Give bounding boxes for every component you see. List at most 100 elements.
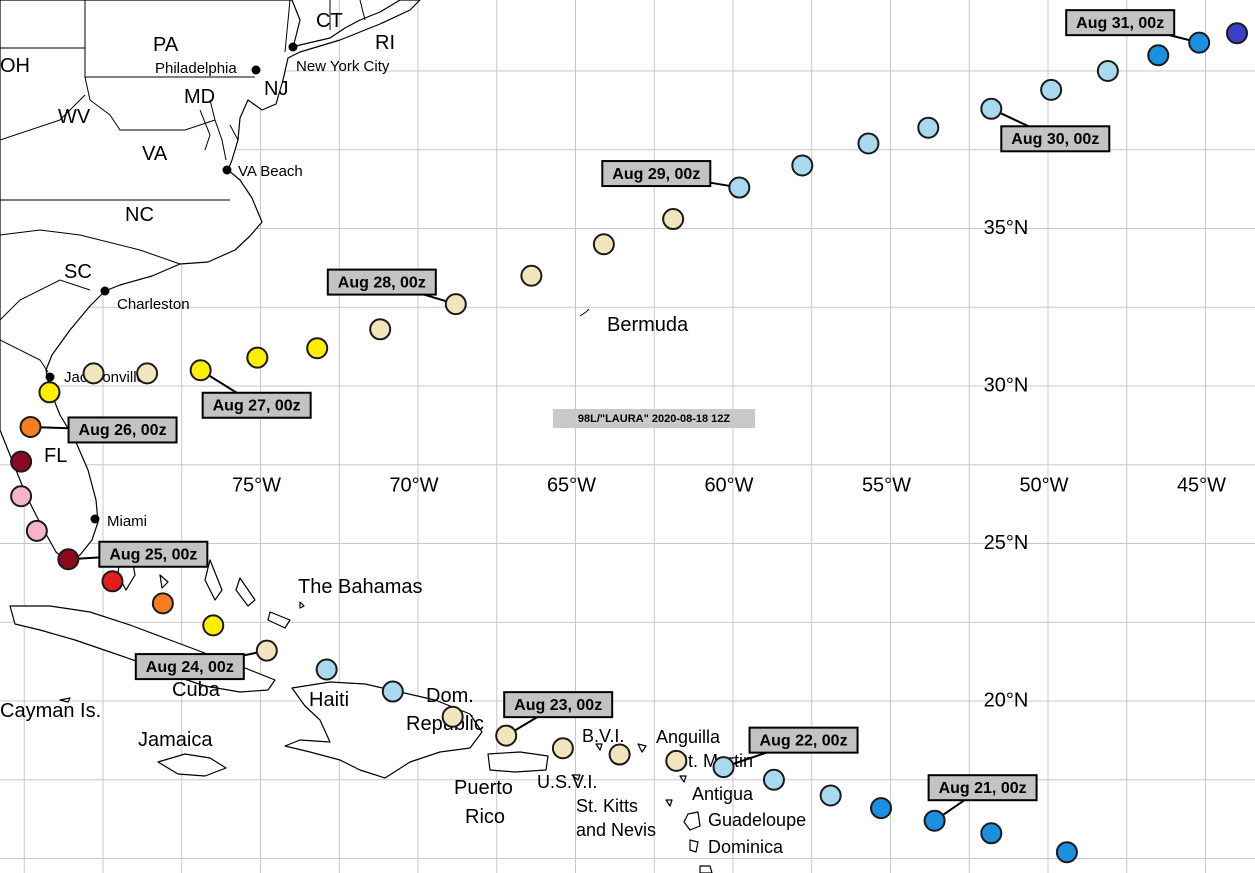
date-label: Aug 31, 00z: [1076, 15, 1164, 32]
track-point: [762, 768, 785, 791]
track-point: [82, 362, 105, 385]
track-point: [923, 809, 946, 832]
track-point: [441, 705, 464, 728]
place-label: Puerto: [454, 777, 513, 799]
lesser-antilles: [571, 743, 713, 873]
date-box: [1065, 9, 1176, 37]
track-point: [1188, 31, 1211, 54]
place-label: CT: [316, 10, 343, 32]
date-box: [326, 268, 437, 296]
place-label: B.V.I.: [582, 726, 624, 746]
city-dot: [45, 372, 55, 382]
date-label: Aug 30, 00z: [1011, 131, 1099, 148]
subtitle-group: 98L/"LAURA" 2020-08-18 12Z: [553, 409, 755, 428]
track-point: [315, 658, 338, 681]
storm-track: [10, 22, 1248, 864]
date-label: Aug 21, 00z: [939, 780, 1027, 797]
track-point: [551, 737, 574, 760]
date-label: Aug 26, 00z: [79, 422, 167, 439]
city-dots: [45, 42, 298, 524]
date-label: Aug 27, 00z: [213, 397, 301, 414]
lat-tick-label: 30°N: [984, 374, 1029, 396]
track-point: [306, 337, 329, 360]
date-box: [748, 726, 859, 754]
lon-tick-label: 55°W: [862, 474, 911, 496]
place-label: Anguilla: [656, 727, 721, 747]
track-point: [819, 784, 842, 807]
lat-tick-label: 35°N: [984, 217, 1029, 239]
place-label: PA: [153, 34, 179, 56]
track-point: [1040, 78, 1063, 101]
city-label: Jacksonville: [64, 369, 145, 386]
city-dot: [100, 286, 110, 296]
track-point: [1147, 44, 1170, 67]
subtitle: 98L/"LAURA" 2020-08-18 12Z: [578, 413, 731, 425]
city-dot: [90, 514, 100, 524]
date-labels: Aug 31, 00z Aug 30, 00z Aug 29, 00z Aug 28,…: [67, 9, 1176, 802]
lon-tick-label: 65°W: [547, 474, 596, 496]
landmasses: [0, 0, 713, 873]
place-label: The Bahamas: [298, 576, 423, 598]
track-point: [728, 176, 751, 199]
place-labels: OH PA Philadelphia NJ New York City CT R…: [0, 10, 806, 857]
track-point: [38, 381, 61, 404]
place-label: Cuba: [172, 679, 221, 701]
track-point: [1096, 60, 1119, 82]
track-point: [712, 756, 735, 779]
place-label: Jamaica: [138, 729, 213, 751]
track-point: [857, 132, 880, 155]
track-point: [10, 485, 33, 508]
place-label: SC: [64, 261, 92, 283]
bermuda: [579, 308, 590, 317]
track-point: [246, 346, 269, 369]
place-label: Haiti: [309, 689, 349, 711]
track-point: [369, 318, 392, 341]
lon-tick-label: 70°W: [389, 474, 438, 496]
date-label: Aug 25, 00z: [109, 546, 197, 563]
date-label: Aug 24, 00z: [146, 659, 234, 676]
date-box: [927, 774, 1038, 802]
place-label: WV: [58, 106, 91, 128]
date-label: Aug 29, 00z: [612, 166, 700, 183]
jamaica: [157, 753, 227, 777]
place-label: Dom.: [426, 685, 474, 707]
puerto-rico: [487, 751, 549, 773]
track-point: [520, 264, 543, 287]
track-point: [151, 592, 174, 615]
track-point: [980, 822, 1003, 845]
hispaniola: [284, 681, 483, 779]
lon-tick-label: 50°W: [1019, 474, 1068, 496]
place-label: U.S.V.I.: [537, 772, 597, 792]
place-label: VA: [142, 143, 168, 165]
lon-tick-label: 60°W: [704, 474, 753, 496]
date-label: Aug 22, 00z: [760, 732, 848, 749]
track-point: [10, 450, 33, 473]
city-label: VA Beach: [238, 163, 303, 180]
track-point: [917, 116, 940, 139]
track-point: [202, 614, 225, 637]
city-dot: [251, 65, 261, 75]
city-label: Miami: [107, 513, 147, 530]
date-label: Aug 23, 00z: [514, 697, 602, 714]
place-label: RI: [375, 32, 395, 54]
place-label: NC: [125, 204, 154, 226]
lon-tick-label: 45°W: [1177, 474, 1226, 496]
track-point: [662, 208, 685, 231]
track-point: [1226, 22, 1248, 45]
subtitle-background: [553, 409, 755, 428]
date-box: [98, 540, 209, 568]
track-point: [870, 797, 893, 820]
place-label: Rico: [465, 806, 505, 828]
track-point: [136, 362, 159, 385]
city-dot: [288, 42, 298, 52]
track-point: [189, 359, 212, 382]
date-box: [67, 416, 178, 444]
place-label: Bermuda: [607, 314, 689, 336]
place-label: Cayman Is.: [0, 700, 101, 722]
date-box: [201, 391, 312, 419]
track-point: [255, 639, 278, 662]
track-point: [444, 293, 467, 316]
axis-labels: 75°W 70°W 65°W 60°W 55°W 50°W 45°W 35°N 30°N 25°N…: [232, 217, 1226, 712]
date-box: [1000, 125, 1111, 153]
